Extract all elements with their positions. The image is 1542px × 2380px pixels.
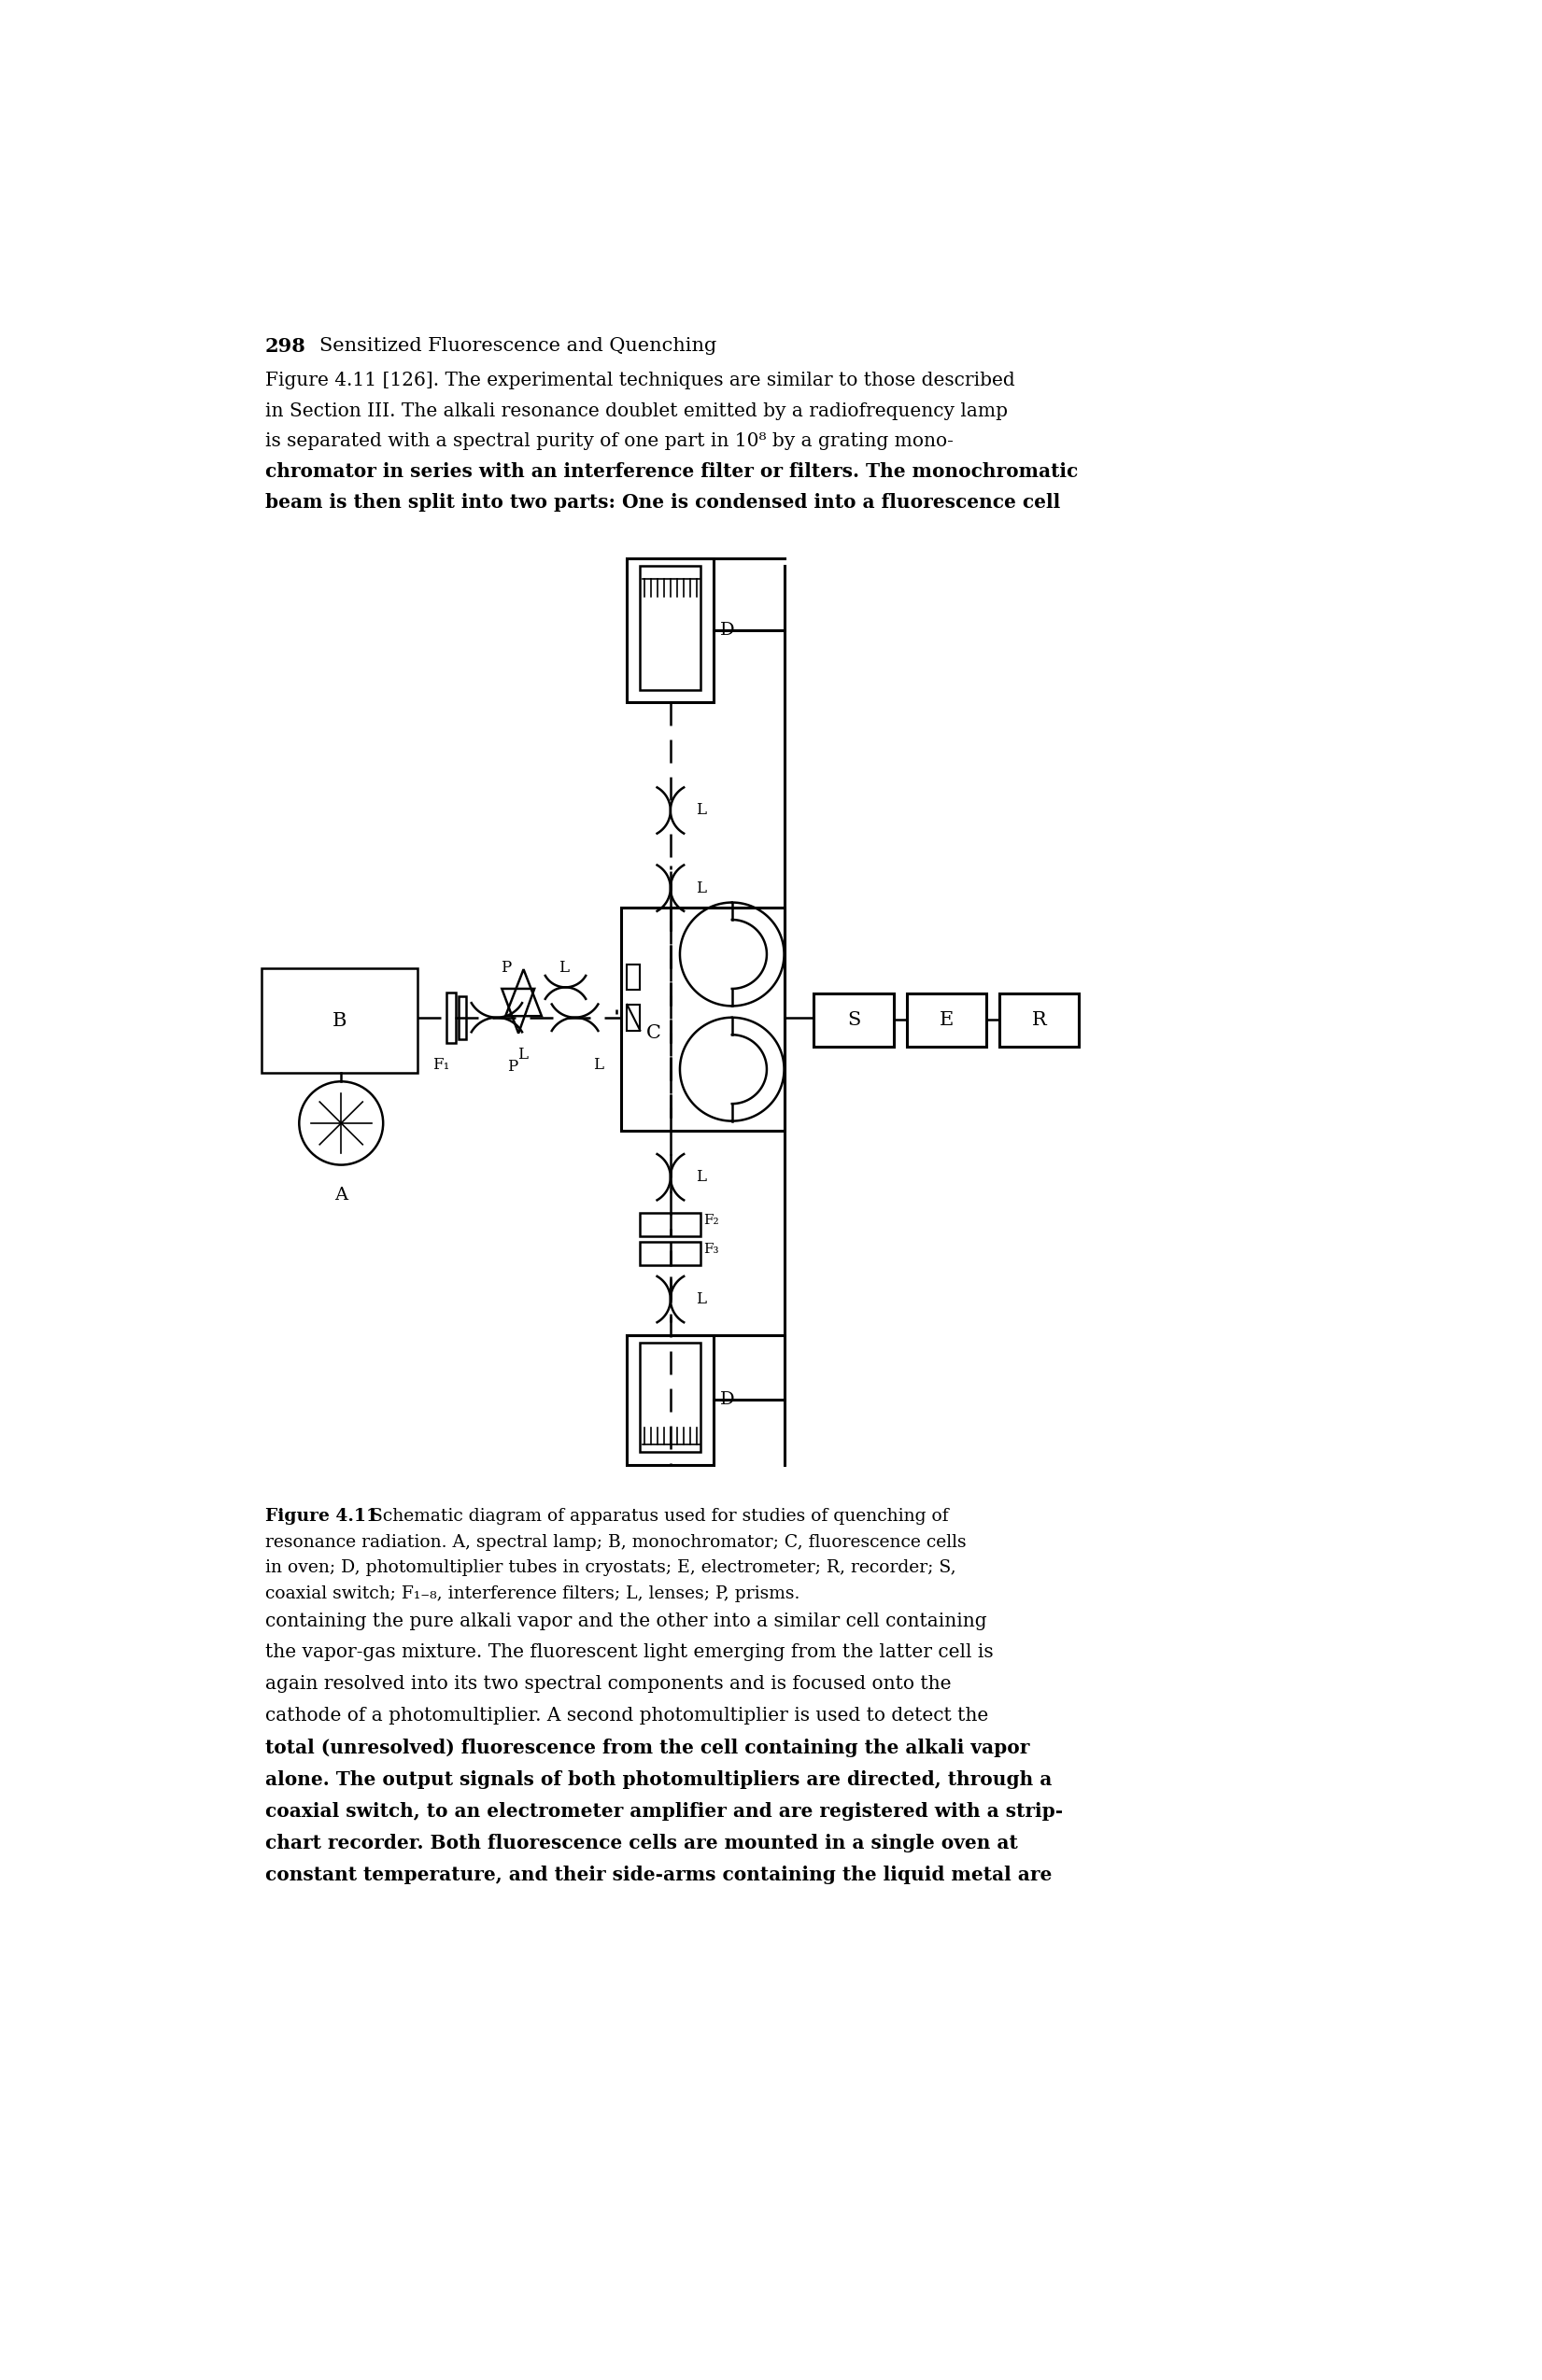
- Text: in Section III. The alkali resonance doublet emitted by a radiofrequency lamp: in Section III. The alkali resonance dou…: [265, 402, 1007, 419]
- Text: coaxial switch; F₁₋₈, interference filters; L, lenses; P, prisms.: coaxial switch; F₁₋₈, interference filte…: [265, 1585, 800, 1602]
- Bar: [640, 1214, 702, 1235]
- Text: Sensitized Fluorescence and Quenching: Sensitized Fluorescence and Quenching: [319, 338, 717, 355]
- Text: again resolved into its two spectral components and is focused onto the: again resolved into its two spectral com…: [265, 1676, 951, 1692]
- Text: L: L: [695, 1169, 706, 1185]
- Bar: [447, 992, 455, 1042]
- Bar: [262, 969, 418, 1073]
- Text: F₁: F₁: [433, 1057, 450, 1073]
- Text: total (unresolved) fluorescence from the cell containing the alkali vapor: total (unresolved) fluorescence from the…: [265, 1740, 1030, 1756]
- Text: 298: 298: [265, 338, 305, 357]
- Text: D: D: [720, 1392, 734, 1409]
- Bar: [628, 1004, 640, 1031]
- Bar: [621, 907, 785, 1130]
- Bar: [999, 995, 1079, 1047]
- Bar: [458, 995, 466, 1040]
- Text: Figure 4.11: Figure 4.11: [265, 1509, 378, 1526]
- Text: alone. The output signals of both photomultipliers are directed, through a: alone. The output signals of both photom…: [265, 1771, 1052, 1790]
- Bar: [628, 559, 714, 702]
- Text: A: A: [335, 1188, 348, 1204]
- Text: E: E: [939, 1012, 953, 1028]
- Text: is separated with a spectral purity of one part in 10⁸ by a grating mono-: is separated with a spectral purity of o…: [265, 433, 953, 450]
- Text: L: L: [695, 881, 706, 895]
- Text: the vapor-gas mixture. The fluorescent light emerging from the latter cell is: the vapor-gas mixture. The fluorescent l…: [265, 1645, 993, 1661]
- Text: chart recorder. Both fluorescence cells are mounted in a single oven at: chart recorder. Both fluorescence cells …: [265, 1833, 1018, 1852]
- Text: F₂: F₂: [703, 1214, 719, 1226]
- Text: containing the pure alkali vapor and the other into a similar cell containing: containing the pure alkali vapor and the…: [265, 1611, 987, 1630]
- Text: F₃: F₃: [703, 1242, 719, 1257]
- Text: S: S: [847, 1012, 860, 1028]
- Text: D: D: [720, 621, 734, 640]
- Bar: [628, 964, 640, 990]
- Text: beam is then split into two parts: One is condensed into a fluorescence cell: beam is then split into two parts: One i…: [265, 493, 1061, 512]
- Text: in oven; D, photomultiplier tubes in cryostats; E, electrometer; R, recorder; S,: in oven; D, photomultiplier tubes in cry…: [265, 1559, 956, 1576]
- Text: P: P: [507, 1059, 518, 1076]
- Text: coaxial switch, to an electrometer amplifier and are registered with a strip-: coaxial switch, to an electrometer ampli…: [265, 1802, 1062, 1821]
- Text: C: C: [646, 1023, 662, 1042]
- Text: Figure 4.11 [126]. The experimental techniques are similar to those described: Figure 4.11 [126]. The experimental tech…: [265, 371, 1015, 390]
- Text: L: L: [558, 959, 569, 976]
- Text: L: L: [594, 1057, 603, 1073]
- Text: L: L: [517, 1047, 527, 1061]
- Bar: [814, 995, 893, 1047]
- Text: chromator in series with an interference filter or filters. The monochromatic: chromator in series with an interference…: [265, 462, 1078, 481]
- Bar: [640, 1342, 702, 1452]
- Bar: [628, 1335, 714, 1464]
- Text: resonance radiation. A, spectral lamp; B, monochromator; C, fluorescence cells: resonance radiation. A, spectral lamp; B…: [265, 1533, 967, 1549]
- Text: R: R: [1032, 1012, 1047, 1028]
- Bar: [907, 995, 985, 1047]
- Bar: [640, 1242, 702, 1264]
- Text: B: B: [332, 1012, 347, 1031]
- Text: cathode of a photomultiplier. A second photomultiplier is used to detect the: cathode of a photomultiplier. A second p…: [265, 1706, 988, 1726]
- Text: L: L: [695, 1292, 706, 1307]
- Bar: [640, 566, 702, 690]
- Text: constant temperature, and their side-arms containing the liquid metal are: constant temperature, and their side-arm…: [265, 1866, 1052, 1885]
- Text: L: L: [695, 802, 706, 819]
- Text: Schematic diagram of apparatus used for studies of quenching of: Schematic diagram of apparatus used for …: [359, 1509, 948, 1526]
- Text: P: P: [501, 959, 510, 976]
